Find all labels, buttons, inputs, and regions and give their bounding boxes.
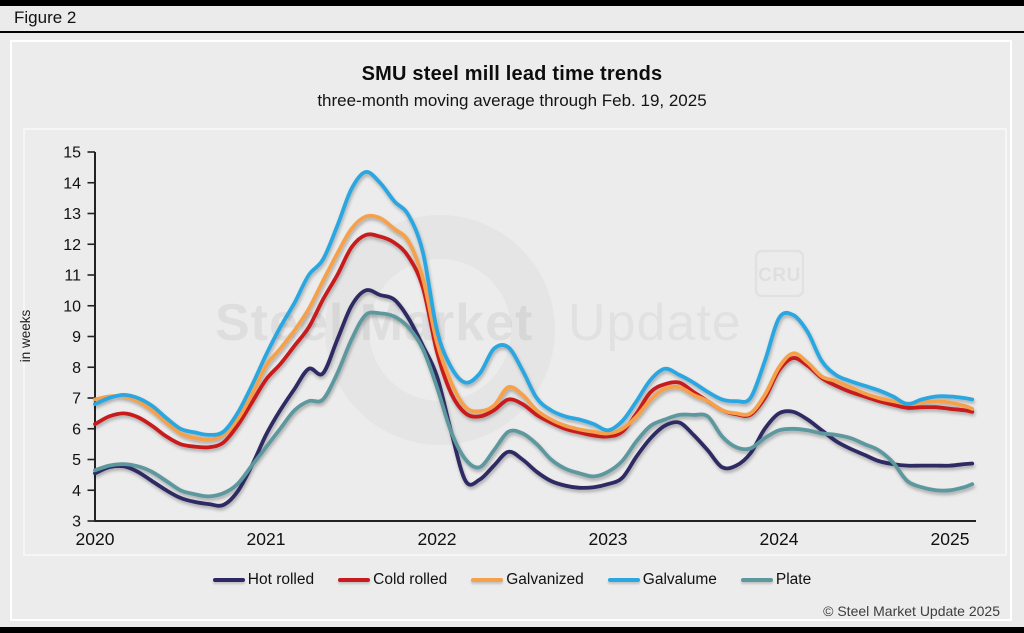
plot-area-frame: [23, 128, 1007, 556]
legend-item-cold-rolled: Cold rolled: [338, 571, 447, 589]
legend-item-hot-rolled: Hot rolled: [212, 571, 315, 589]
cru-logo-box: [754, 249, 805, 298]
legend-swatch: [740, 577, 773, 583]
legend-swatch: [607, 577, 640, 583]
y-tick-label: 4: [72, 483, 81, 500]
y-tick-label: 6: [72, 421, 81, 438]
copyright: © Steel Market Update 2025: [823, 603, 1000, 619]
legend-item-galvalume: Galvalume: [607, 571, 717, 589]
legend-swatch: [471, 577, 504, 583]
bottom-black-bar: [0, 627, 1024, 633]
series-line-hot-rolled: [93, 288, 975, 508]
watermark-group: Steel Market Update CRU: [215, 249, 805, 352]
series-line-cold-rolled: [93, 232, 975, 450]
legend-swatch: [338, 577, 371, 583]
legend-label: Cold rolled: [373, 571, 448, 588]
legend-item-galvanized: Galvanized: [471, 571, 584, 589]
y-tick-label: 8: [72, 360, 81, 377]
x-tick-label: 2025: [931, 529, 970, 549]
y-axis-label: in weeks: [18, 309, 33, 362]
figure-rule-line: [0, 31, 1024, 33]
legend-label: Galvalume: [642, 571, 717, 588]
legend-label: Hot rolled: [247, 571, 315, 588]
chart-subtitle: three-month moving average through Feb. …: [317, 91, 707, 110]
y-tick-label: 14: [63, 175, 81, 192]
series-line-galvalume: [93, 170, 975, 437]
y-tick-label: 12: [63, 237, 81, 254]
axes-group: 3 4 5 6 7 8 9 10 11 12 13 14 15 2020 2021 2022 2023 2024 2…: [63, 145, 976, 549]
y-tick-label: 3: [72, 514, 81, 531]
watermark-bold-text: Steel Market: [215, 294, 533, 352]
legend-item-plate: Plate: [740, 571, 812, 589]
y-tick-label: 13: [63, 206, 81, 223]
series-line-galvanized: [93, 213, 975, 442]
y-tick-label: 5: [72, 452, 81, 469]
x-tick-label: 2020: [76, 529, 115, 549]
y-tick-label: 15: [63, 145, 81, 162]
top-black-bar: [0, 0, 1024, 6]
legend: Hot rolled Cold rolled Galvanized Galvalume…: [10, 569, 1014, 591]
figure-label: Figure 2: [14, 8, 77, 27]
chart-panel: [10, 40, 1012, 621]
legend-label: Plate: [775, 571, 812, 588]
legend-swatch: [212, 577, 245, 583]
series-line-plate: [93, 310, 975, 499]
x-tick-label: 2021: [247, 529, 286, 549]
watermark-light-text: Update: [568, 294, 742, 352]
legend-label: Galvanized: [506, 571, 584, 588]
series-lines-group: [93, 170, 975, 508]
x-tick-label: 2024: [760, 529, 799, 549]
x-tick-label: 2023: [589, 529, 628, 549]
cru-logo-text: CRU: [758, 265, 801, 286]
y-tick-label: 7: [72, 391, 81, 408]
chart-title: SMU steel mill lead time trends: [361, 63, 663, 85]
y-tick-label: 10: [63, 298, 81, 315]
y-tick-label: 9: [72, 329, 81, 346]
y-tick-label: 11: [64, 268, 81, 285]
x-tick-label: 2022: [418, 529, 457, 549]
chart-svg: Steel Market Update CRU in weeks 3 4 5 6 7 8 9…: [18, 145, 976, 549]
